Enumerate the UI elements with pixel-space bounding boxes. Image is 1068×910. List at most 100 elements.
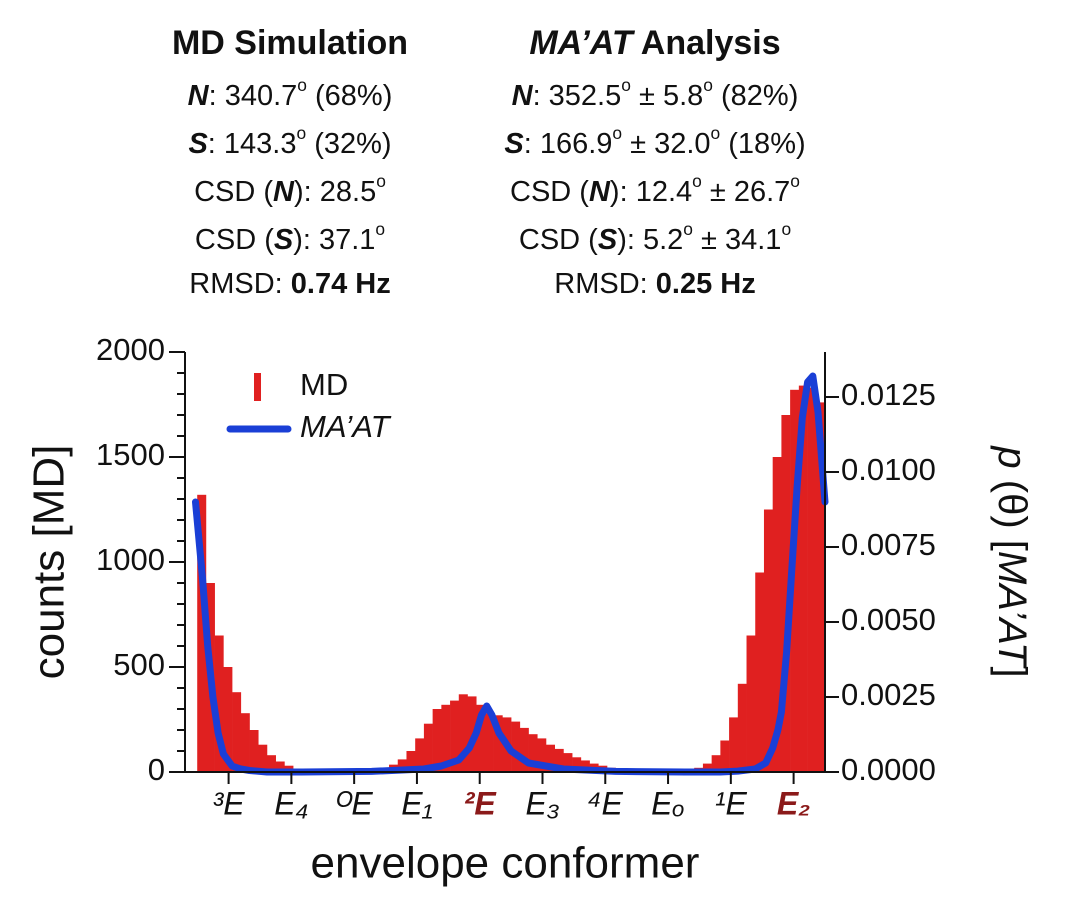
y-tick-label: 1500 xyxy=(96,437,165,472)
histogram-bar xyxy=(258,744,268,772)
rich-text: MD Simulation xyxy=(172,24,408,62)
text-segment: ): 28.5 xyxy=(294,176,376,208)
text-segment: o xyxy=(781,219,791,239)
text-segment: 0.74 Hz xyxy=(291,268,391,300)
text-segment: p xyxy=(990,445,1034,468)
histogram-bar xyxy=(572,757,582,772)
histogram-bar xyxy=(493,715,503,772)
text-segment: (θ) [ xyxy=(990,469,1034,551)
text-segment: o xyxy=(375,219,385,239)
y-axis-label: counts [MD] xyxy=(25,445,74,680)
histogram-bar xyxy=(772,457,782,772)
histogram-bar xyxy=(450,700,460,772)
rich-text: RMSD: 0.74 Hz xyxy=(189,268,390,300)
histogram-bar xyxy=(755,572,765,772)
text-segment: S xyxy=(188,128,208,160)
y-tick-label: 1000 xyxy=(96,542,165,577)
histogram-bar xyxy=(545,744,556,772)
histogram-bar xyxy=(240,713,250,772)
histogram-bar xyxy=(763,509,773,772)
text-segment: MA’AT xyxy=(990,551,1034,669)
rich-text: N: 352.5o ± 5.8o (82%) xyxy=(512,75,799,111)
rich-text: CSD (N): 12.4o ± 26.7o xyxy=(510,171,800,207)
text-segment: 0.25 Hz xyxy=(656,268,756,300)
text-segment: (32%) xyxy=(306,128,391,160)
text-segment: o xyxy=(703,75,713,95)
x-axis-label: envelope conformer xyxy=(311,839,700,888)
text-segment: MD Simulation xyxy=(172,24,408,62)
x-tick-label: ¹E xyxy=(715,785,748,821)
histogram-bar xyxy=(554,748,564,772)
text-segment: CSD ( xyxy=(194,176,273,208)
text-segment: ): 37.1 xyxy=(293,224,375,256)
y2-tick-label: 0.0075 xyxy=(841,527,936,562)
text-segment: ± 32.0 xyxy=(622,128,710,160)
text-segment: Analysis xyxy=(633,24,781,62)
histogram-bar xyxy=(702,763,712,772)
text-segment: o xyxy=(790,171,800,191)
y-tick-label: 0 xyxy=(148,752,165,787)
histogram-bar xyxy=(746,635,756,772)
text-segment: CSD ( xyxy=(195,224,274,256)
x-tick-label: ᴼE xyxy=(336,785,374,821)
rich-text: S: 166.9o ± 32.0o (18%) xyxy=(504,123,805,159)
rich-text: S: 143.3o (32%) xyxy=(188,123,391,159)
text-segment: (18%) xyxy=(720,128,805,160)
text-segment: S xyxy=(274,224,294,256)
histogram-bar xyxy=(563,753,573,772)
x-tick-label: E₂ xyxy=(777,785,811,821)
text-segment: MA’AT xyxy=(529,24,635,62)
x-tick-label: Eₒ xyxy=(651,785,685,821)
legend-label: MD xyxy=(300,367,348,402)
histogram-bar xyxy=(720,740,730,772)
rich-text: CSD (S): 37.1o xyxy=(195,219,385,255)
rich-text: CSD (N): 28.5o xyxy=(194,171,386,207)
histogram-bar xyxy=(458,694,468,772)
rich-text: RMSD: 0.25 Hz xyxy=(554,268,755,300)
histogram-bar xyxy=(807,387,817,772)
x-tick-label: ²E xyxy=(464,785,498,821)
text-segment: RMSD: xyxy=(554,268,656,300)
text-segment: (68%) xyxy=(307,80,392,112)
legend-swatch xyxy=(254,373,261,401)
text-segment: : 143.3 xyxy=(208,128,297,160)
histogram-bar xyxy=(232,692,242,772)
histogram-bar xyxy=(432,709,442,772)
text-segment: N xyxy=(273,176,295,208)
text-segment: (82%) xyxy=(713,80,798,112)
y2-tick-label: 0.0125 xyxy=(841,377,936,412)
histogram-bar xyxy=(711,755,721,772)
text-segment: o xyxy=(376,171,386,191)
histogram-bar xyxy=(790,389,800,772)
histogram-bar xyxy=(441,704,451,772)
rich-text: p (θ) [MA’AT] xyxy=(990,445,1034,677)
histogram-bar xyxy=(214,635,224,772)
histogram-bar xyxy=(484,713,494,772)
text-segment: ): 5.2 xyxy=(617,224,683,256)
text-segment: S xyxy=(598,224,618,256)
legend-label: MA’AT xyxy=(300,409,392,444)
text-segment: ± 34.1 xyxy=(693,224,781,256)
histogram-bar xyxy=(249,730,259,772)
histogram-bar xyxy=(519,727,529,772)
text-segment: o xyxy=(711,123,721,143)
text-segment: : 166.9 xyxy=(524,128,613,160)
text-segment: CSD ( xyxy=(519,224,598,256)
y2-tick-label: 0.0025 xyxy=(841,677,936,712)
text-segment: o xyxy=(612,123,622,143)
text-segment: N xyxy=(589,176,611,208)
text-segment: : 340.7 xyxy=(209,80,298,112)
text-segment: o xyxy=(297,75,307,95)
y-tick-label: 500 xyxy=(113,647,165,682)
text-segment: ): 12.4 xyxy=(610,176,692,208)
y2-tick-label: 0.0000 xyxy=(841,752,936,787)
y2-tick-label: 0.0050 xyxy=(841,602,936,637)
x-tick-label: ⁴E xyxy=(588,785,624,821)
text-segment: o xyxy=(621,75,631,95)
text-segment: CSD ( xyxy=(510,176,589,208)
histogram-bar xyxy=(423,723,433,772)
rich-text: CSD (S): 5.2o ± 34.1o xyxy=(519,219,791,255)
x-tick-label: E₁ xyxy=(401,785,432,821)
text-segment: o xyxy=(692,171,702,191)
